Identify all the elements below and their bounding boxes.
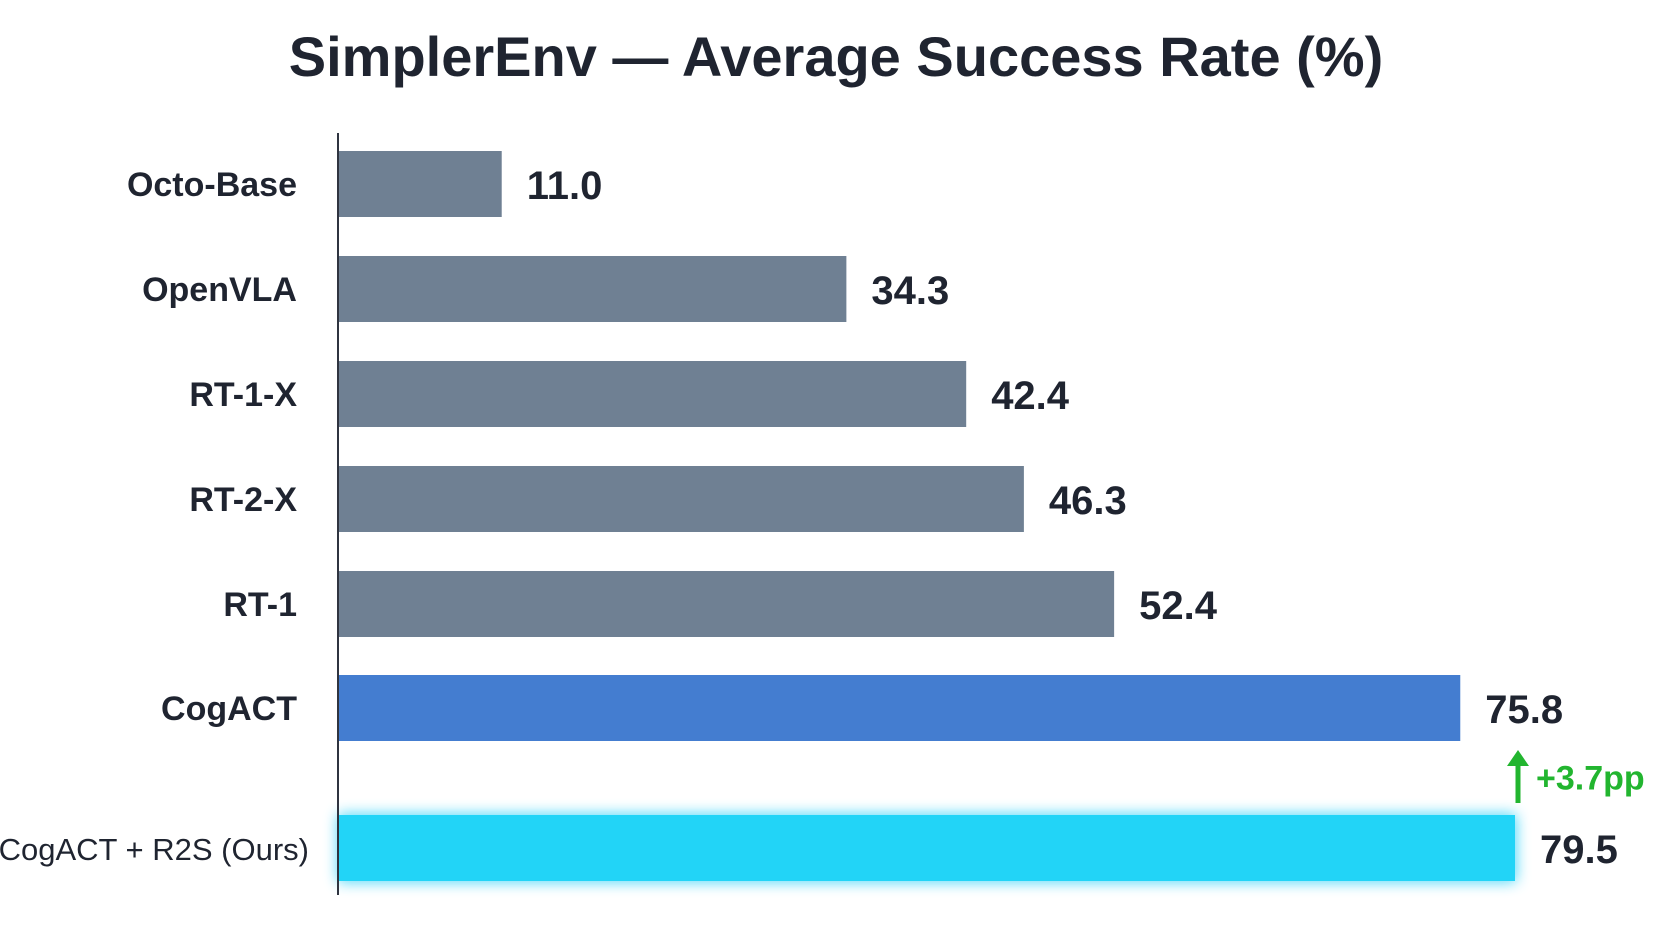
- improvement-annotation: +3.7pp: [1536, 760, 1645, 798]
- up-arrow-icon: [1507, 750, 1529, 803]
- value-label: 46.3: [1049, 479, 1127, 523]
- bar-rt-2-x: [339, 466, 1024, 532]
- chart-title: SimplerEnv — Average Success Rate (%): [289, 25, 1384, 88]
- category-label: CogACT: [161, 690, 297, 728]
- category-label: RT-1: [223, 586, 297, 624]
- bar-rt-1: [339, 571, 1115, 637]
- category-label: RT-1-X: [189, 376, 297, 414]
- value-label: 42.4: [991, 374, 1070, 418]
- value-label: 75.8: [1485, 688, 1563, 732]
- bar-octo-base: [339, 151, 502, 217]
- bars-layer: [339, 151, 1515, 881]
- bar-cogact: [339, 675, 1461, 741]
- value-label: 34.3: [871, 269, 949, 313]
- bar-openvla: [339, 256, 847, 322]
- category-label: CogACT + R2S (Ours): [0, 832, 309, 867]
- bar-cogact-r2s-ours: [339, 815, 1515, 881]
- value-label: 52.4: [1139, 584, 1218, 628]
- labels-layer: Octo-Base 11.0 OpenVLA 34.3 RT-1-X 42.4 RT-2-X…: [0, 164, 1645, 872]
- value-label: 79.5: [1540, 828, 1618, 872]
- value-label: 11.0: [527, 164, 603, 208]
- category-label: OpenVLA: [142, 271, 297, 309]
- category-label: Octo-Base: [127, 166, 297, 204]
- category-label: RT-2-X: [189, 481, 297, 519]
- bar-rt-1-x: [339, 361, 967, 427]
